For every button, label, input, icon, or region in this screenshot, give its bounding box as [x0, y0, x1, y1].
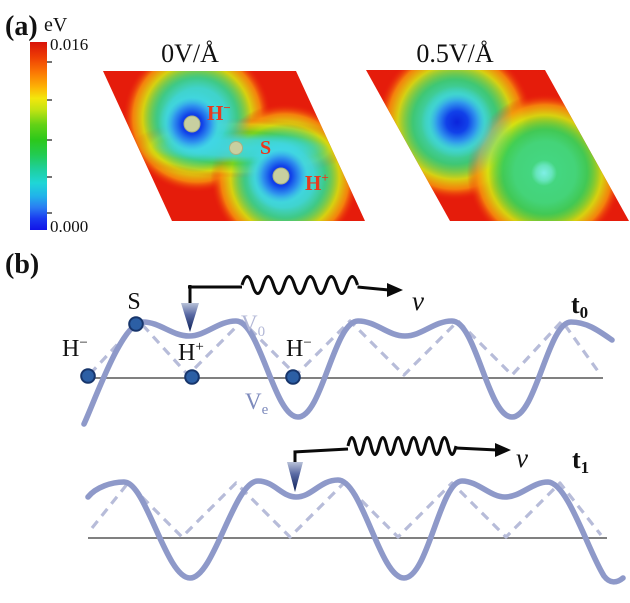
curve-label-v0: V0: [241, 311, 265, 340]
site-label-h-left-base: H: [62, 336, 79, 362]
site-label-h-minus-base: H: [207, 101, 223, 125]
velocity-arrow-shaft-t1: [455, 446, 498, 452]
velocity-label-t0: v: [412, 286, 424, 316]
heatmap-zero-field: 0V/Å H− S H+: [103, 39, 365, 221]
velocity-label-t1: v: [516, 443, 528, 473]
time-label-t1-sub: 1: [581, 458, 590, 477]
time-label-t0: t0: [571, 290, 588, 322]
site-label-h-plus-sup: +: [321, 170, 328, 185]
site-label-h-left-b: H−: [62, 335, 88, 362]
curve-label-ve-base: V: [245, 389, 262, 414]
colorbar-gradient-bar: [30, 42, 47, 230]
velocity-connector-t1: [293, 447, 349, 454]
ve-solid-curve-t1: [85, 477, 626, 585]
proton-pointer-arrowhead-t1: [287, 462, 303, 492]
ion-dot-h-left-t0: [80, 368, 96, 384]
time-label-t1: t1: [572, 445, 589, 477]
heatmap-zero-field-title: 0V/Å: [161, 39, 219, 68]
site-marker-h-plus: [272, 167, 290, 185]
ve-solid-curve-t0: [81, 318, 615, 427]
colorbar-unit-label: eV: [44, 14, 68, 36]
site-label-h-left-sup: −: [79, 335, 87, 351]
heatmap-applied-field: 0.5V/Å: [366, 39, 629, 221]
curve-label-v0-base: V: [241, 311, 258, 336]
site-label-h-mid-sup: +: [195, 339, 203, 355]
curve-label-ve: Ve: [245, 389, 269, 418]
heatmap-applied-field-title: 0.5V/Å: [416, 39, 494, 68]
site-marker-h-minus: [183, 115, 201, 133]
site-label-h-minus-sup: −: [223, 100, 230, 115]
site-label-h-mid-b: H+: [178, 339, 204, 366]
velocity-arrowhead-t0: [387, 283, 403, 297]
site-label-s: S: [260, 137, 271, 159]
velocity-arrow-shaft-t0: [357, 285, 390, 292]
colorbar-ticks: [47, 61, 52, 214]
site-label-h-right-b: H−: [286, 335, 312, 362]
proton-pointer-arrowhead-t0: [181, 303, 199, 332]
site-label-h-right-sup: −: [303, 335, 311, 351]
site-label-s-b: S: [127, 289, 140, 315]
ion-dot-h-right-t0: [285, 369, 301, 385]
panel-a: (a) eV 0.016 0.000 0V/Å: [5, 11, 629, 236]
v0-dashed-curve-t0: [88, 319, 602, 377]
panel-b: (b) S H− H+ H− V0 Ve v t0: [5, 249, 626, 585]
site-label-h-mid-base: H: [178, 340, 195, 366]
velocity-squiggle-t1: [346, 436, 458, 456]
site-label-h-plus: H+: [305, 170, 329, 195]
wave-t0: S H− H+ H− V0 Ve v t0: [62, 275, 615, 427]
colorbar-min-label: 0.000: [50, 217, 88, 236]
time-label-t0-sub: 0: [580, 303, 589, 322]
site-label-h-right-base: H: [286, 336, 303, 362]
ion-dot-s-t0: [128, 316, 144, 332]
wave-t1: v t1: [85, 436, 626, 585]
panel-b-label: (b): [5, 249, 39, 280]
colorbar: eV 0.016 0.000: [30, 14, 88, 236]
time-label-t1-base: t: [572, 445, 581, 474]
curve-label-v0-sub: 0: [258, 324, 266, 340]
site-label-h-plus-base: H: [305, 171, 321, 195]
time-label-t0-base: t: [571, 290, 580, 319]
velocity-arrowhead-t1: [495, 443, 511, 457]
curve-label-ve-sub: e: [262, 402, 269, 418]
site-label-h-minus: H−: [207, 100, 231, 125]
ion-dot-h-mid-t0: [184, 369, 200, 385]
site-marker-s: [229, 141, 243, 155]
velocity-squiggle-t0: [240, 275, 359, 295]
colorbar-max-label: 0.016: [50, 35, 88, 54]
heatmap-applied-field-surface: [366, 70, 629, 221]
panel-a-label: (a): [5, 11, 38, 42]
